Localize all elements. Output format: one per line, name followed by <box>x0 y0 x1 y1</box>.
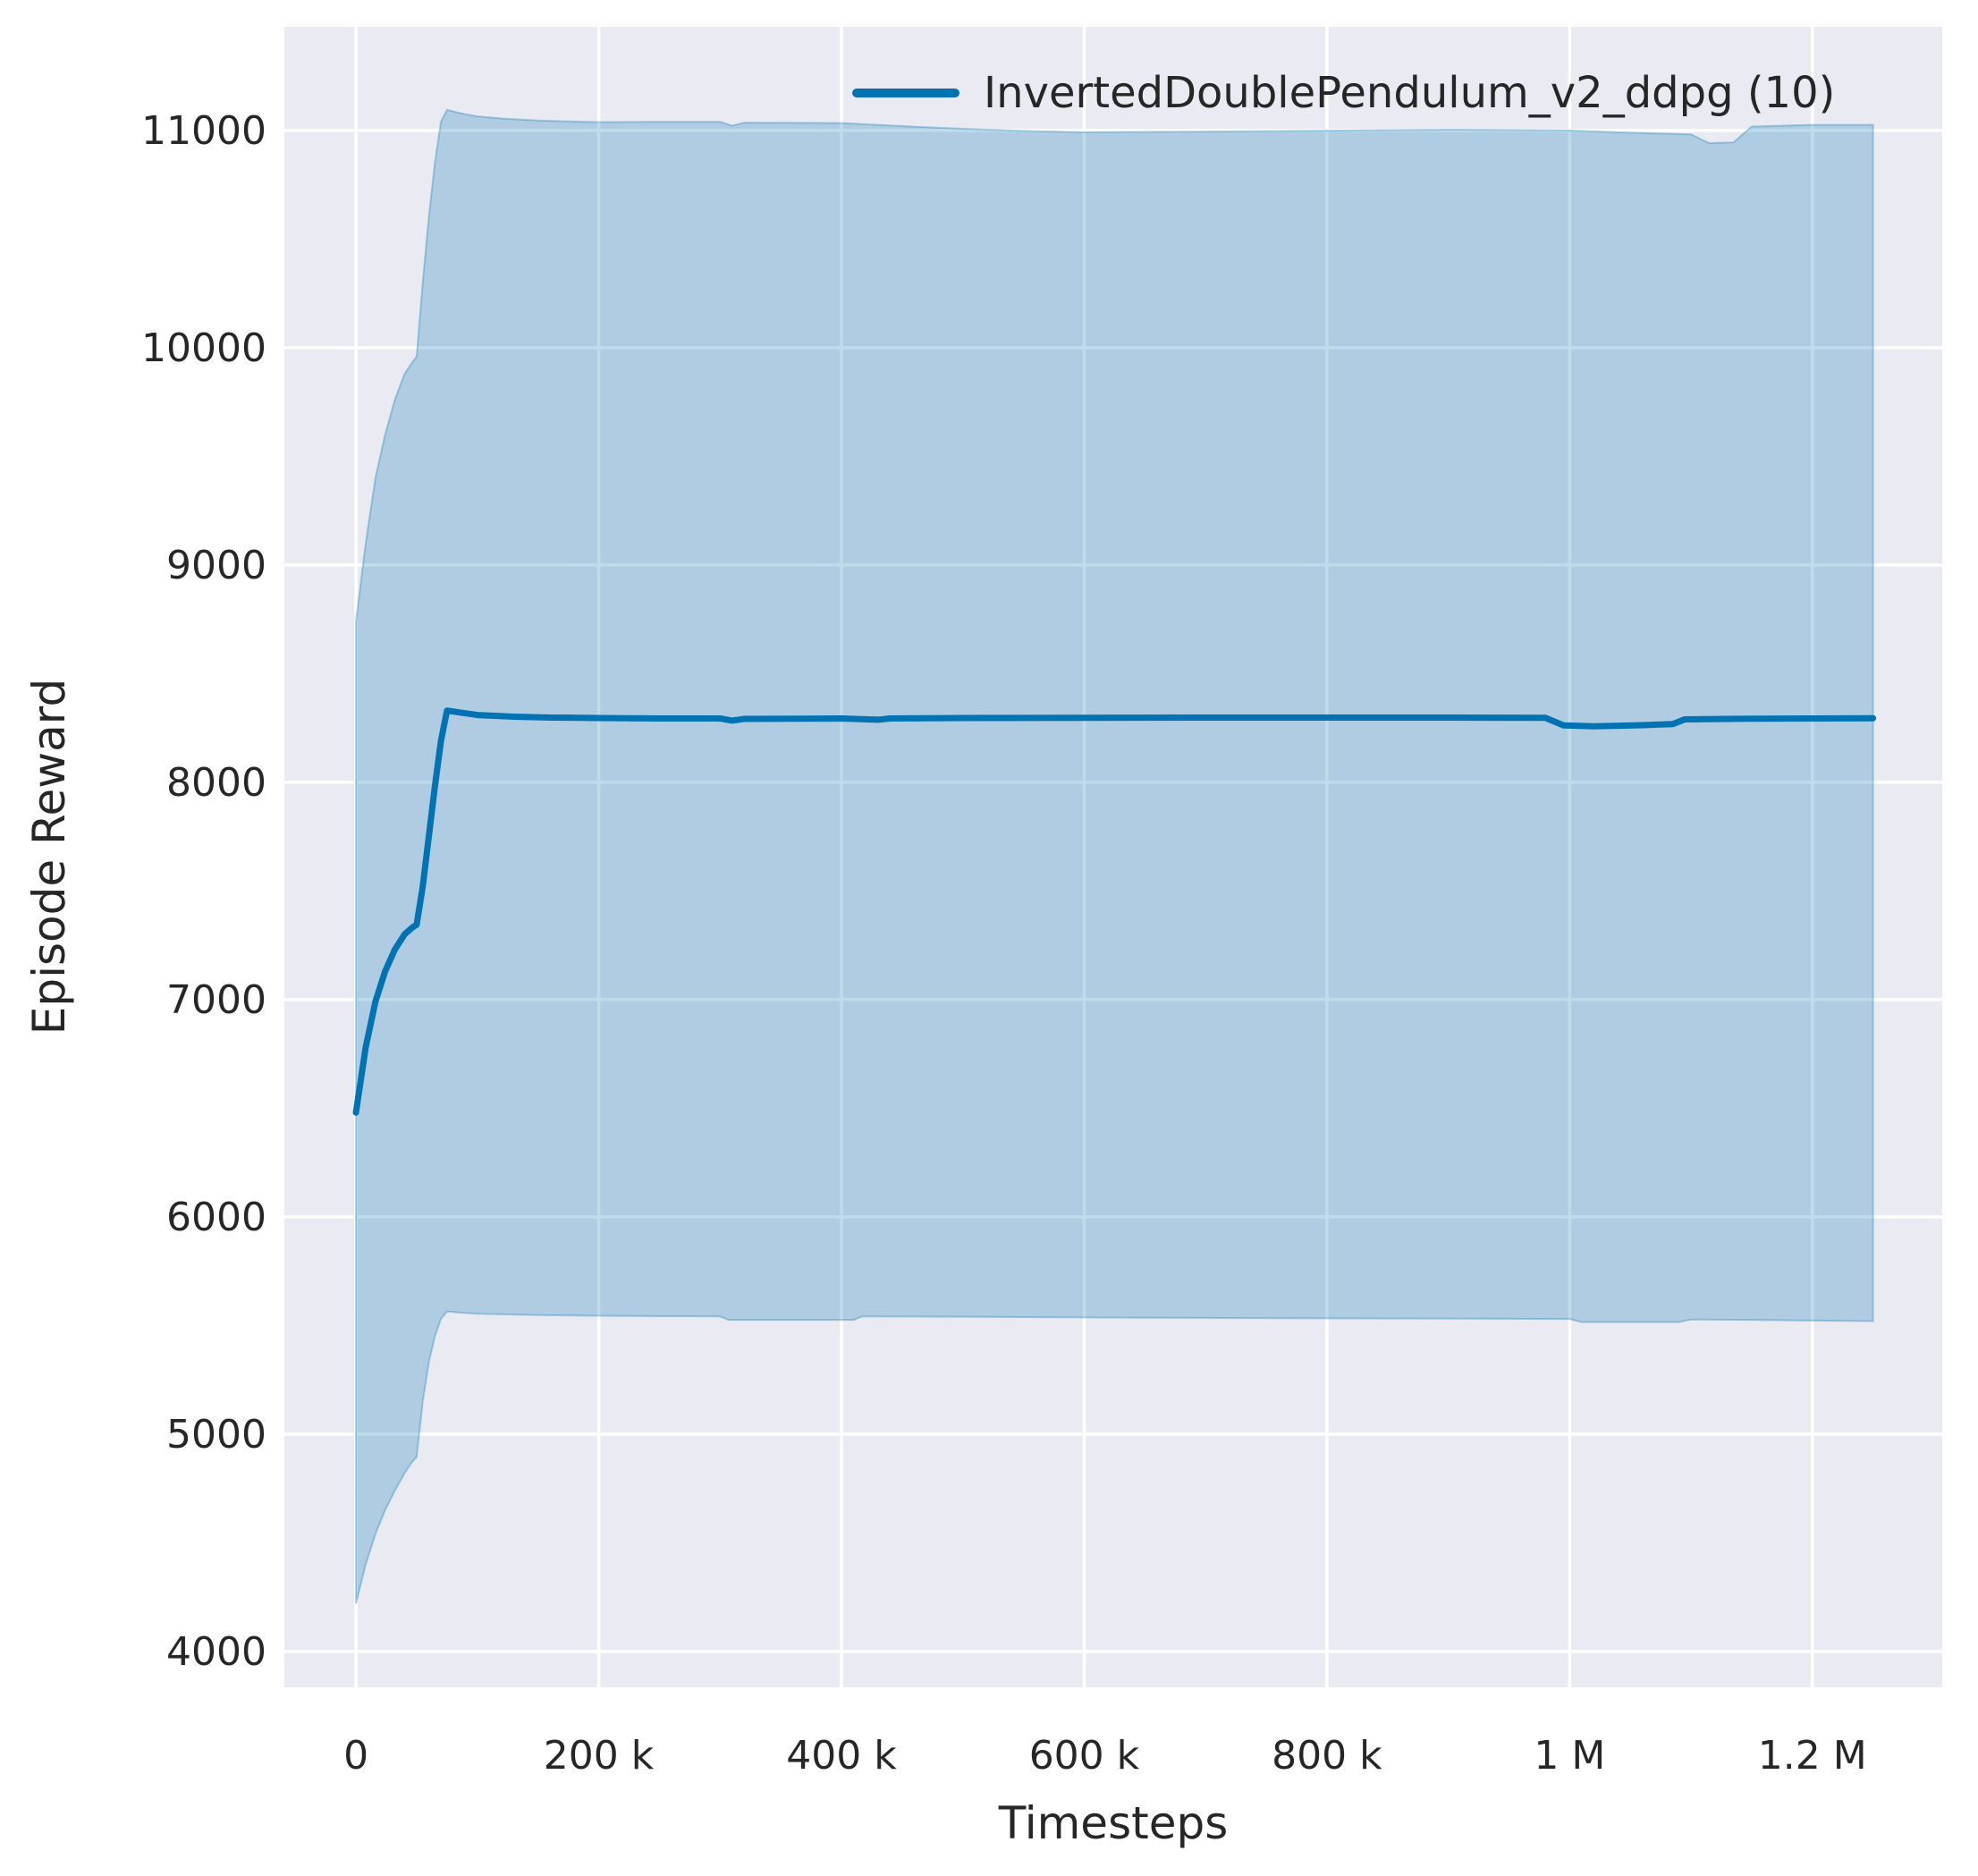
confidence-band <box>355 108 1874 1604</box>
y-tick-label: 6000 <box>166 1195 266 1240</box>
y-tick-label: 8000 <box>166 760 266 806</box>
x-tick-label: 1 M <box>1534 1733 1605 1779</box>
plot-area <box>284 27 1942 1687</box>
gridlines <box>284 27 1942 1687</box>
y-axis-label: Episode Reward <box>23 679 75 1035</box>
y-tick-label: 11000 <box>141 108 266 154</box>
y-tick-label: 7000 <box>166 977 266 1023</box>
y-tick-labels: 4000 5000 6000 7000 8000 9000 10000 11000 <box>141 108 266 1675</box>
x-tick-label: 400 k <box>786 1733 897 1779</box>
legend: InvertedDoublePendulum_v2_ddpg (10) <box>852 68 1835 118</box>
x-tick-label: 1.2 M <box>1758 1733 1867 1779</box>
legend-label: InvertedDoublePendulum_v2_ddpg (10) <box>984 68 1835 118</box>
x-tick-label: 0 <box>343 1733 368 1779</box>
x-tick-label: 600 k <box>1029 1733 1140 1779</box>
x-axis-label: Timesteps <box>998 1797 1229 1849</box>
y-tick-label: 4000 <box>166 1629 266 1675</box>
x-tick-labels: 0 200 k 400 k 600 k 800 k 1 M 1.2 M <box>343 1733 1867 1779</box>
y-tick-label: 9000 <box>166 543 266 588</box>
mean-line <box>352 707 1877 1116</box>
y-tick-label: 10000 <box>141 325 266 371</box>
x-tick-label: 800 k <box>1272 1733 1382 1779</box>
y-tick-label: 5000 <box>166 1412 266 1458</box>
x-tick-label: 200 k <box>544 1733 655 1779</box>
